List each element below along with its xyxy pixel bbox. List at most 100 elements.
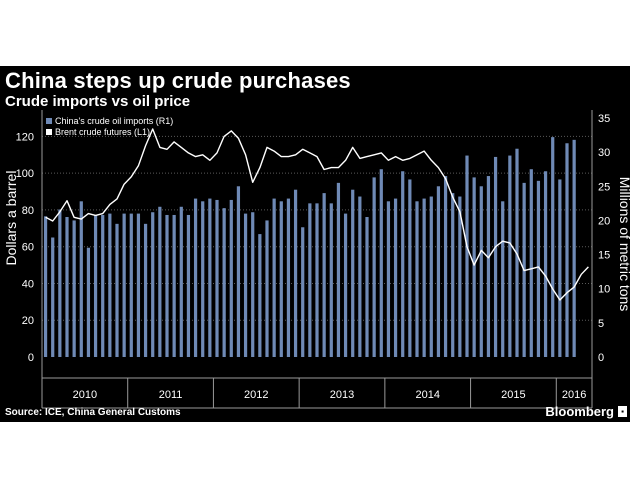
year-label: 2016 xyxy=(562,389,586,401)
left-tick-label: 120 xyxy=(16,131,34,143)
import-bar xyxy=(258,234,262,357)
import-bar xyxy=(86,247,91,357)
import-bar xyxy=(543,171,548,357)
legend-label-imports: China's crude oil imports (R1) xyxy=(55,116,173,126)
import-bar xyxy=(243,213,248,357)
import-bar xyxy=(179,206,183,357)
import-bar xyxy=(465,155,469,357)
right-tick-label: 15 xyxy=(598,250,610,262)
import-bar xyxy=(129,213,133,357)
import-bar xyxy=(58,209,62,357)
import-bar xyxy=(101,214,105,357)
import-bar xyxy=(558,179,562,357)
terminal-icon: ▪ xyxy=(618,406,627,417)
left-axis-title: Dollars a barrel xyxy=(3,171,19,266)
left-tick-label: 60 xyxy=(22,242,34,254)
left-tick-label: 20 xyxy=(22,315,34,327)
left-tick-label: 0 xyxy=(28,352,34,364)
import-bar xyxy=(222,208,226,357)
right-tick-label: 10 xyxy=(598,284,610,296)
import-bar xyxy=(215,199,219,357)
year-label: 2010 xyxy=(73,389,97,401)
import-bar xyxy=(572,139,576,357)
import-bar xyxy=(351,189,355,357)
import-bar xyxy=(265,220,269,357)
import-bar xyxy=(308,203,312,357)
import-bar xyxy=(336,182,341,357)
import-bar xyxy=(51,237,55,357)
import-bar xyxy=(65,217,69,357)
import-bar xyxy=(372,177,376,357)
import-bar xyxy=(301,227,305,357)
import-bar xyxy=(322,193,326,357)
right-tick-label: 25 xyxy=(598,181,610,193)
import-bar xyxy=(501,201,505,357)
brent-line xyxy=(45,128,589,301)
import-bar xyxy=(329,203,333,357)
year-label: 2014 xyxy=(415,389,439,401)
import-bar xyxy=(343,213,348,357)
import-bar xyxy=(158,206,162,357)
import-bar xyxy=(365,217,369,357)
import-bar xyxy=(201,201,205,357)
import-bar xyxy=(393,198,398,357)
right-tick-label: 35 xyxy=(598,113,610,125)
import-bar xyxy=(208,198,212,357)
right-tick-label: 5 xyxy=(598,318,604,330)
right-tick-label: 30 xyxy=(598,147,610,159)
import-bar xyxy=(93,214,98,357)
import-bar xyxy=(358,196,362,357)
import-bar xyxy=(193,198,198,357)
import-bar xyxy=(229,199,233,357)
import-bar xyxy=(236,186,241,357)
import-bar xyxy=(315,203,319,357)
import-bar xyxy=(401,171,405,357)
import-bar xyxy=(508,155,512,357)
import-bar xyxy=(279,201,283,357)
year-label: 2011 xyxy=(159,389,183,401)
import-bar xyxy=(565,143,569,357)
year-label: 2013 xyxy=(330,389,354,401)
import-bar xyxy=(536,180,541,357)
import-bar xyxy=(172,214,176,357)
import-bar xyxy=(293,189,298,357)
import-bar xyxy=(443,176,448,357)
import-bar xyxy=(429,196,433,357)
left-tick-label: 80 xyxy=(22,205,34,217)
import-bar xyxy=(72,220,76,357)
right-axis-title: Millions of metric tons xyxy=(617,177,630,312)
import-bar xyxy=(122,213,126,357)
import-bar xyxy=(529,169,533,357)
import-bar xyxy=(493,156,498,357)
import-bar xyxy=(143,223,148,357)
import-bar xyxy=(408,179,412,357)
legend-swatch-brent xyxy=(46,129,52,135)
import-bar xyxy=(286,198,291,357)
import-bar xyxy=(165,214,169,357)
legend-swatch-imports xyxy=(46,118,52,124)
import-bar xyxy=(151,212,155,357)
import-bar xyxy=(79,201,83,357)
year-label: 2012 xyxy=(244,389,268,401)
chart-panel: China steps up crude purchases Crude imp… xyxy=(0,66,630,422)
right-tick-label: 0 xyxy=(598,352,604,364)
import-bar xyxy=(136,213,141,357)
import-bar xyxy=(108,213,112,357)
import-bar xyxy=(272,198,276,357)
left-tick-label: 100 xyxy=(16,168,34,180)
import-bar xyxy=(486,176,491,357)
brand-logo: Bloomberg xyxy=(545,404,614,419)
import-bar xyxy=(415,201,419,357)
import-bar xyxy=(115,223,119,357)
chart-title: China steps up crude purchases xyxy=(5,68,351,93)
import-bar xyxy=(479,186,483,357)
import-bar xyxy=(422,198,426,357)
import-bar xyxy=(472,177,476,357)
chart-subtitle: Crude imports vs oil price xyxy=(5,93,191,110)
import-bar xyxy=(43,216,48,357)
import-bar xyxy=(436,186,441,357)
import-bar xyxy=(451,193,455,357)
legend-label-brent: Brent crude futures (L1) xyxy=(55,127,150,137)
import-bar xyxy=(458,196,462,357)
source-note: Source: ICE, China General Customs xyxy=(5,407,181,418)
